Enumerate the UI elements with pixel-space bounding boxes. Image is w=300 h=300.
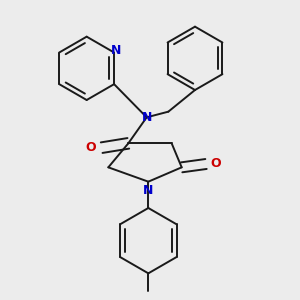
Text: N: N <box>111 44 121 57</box>
Text: N: N <box>142 111 152 124</box>
Text: N: N <box>143 184 154 197</box>
Text: O: O <box>210 158 220 170</box>
Text: O: O <box>86 141 96 154</box>
